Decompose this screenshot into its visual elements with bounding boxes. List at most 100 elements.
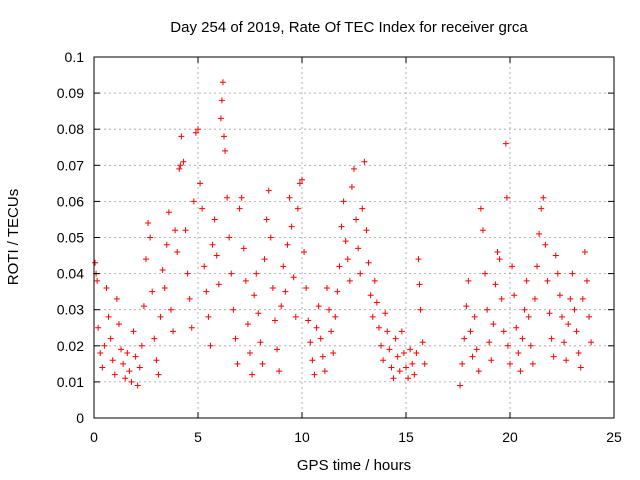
data-point xyxy=(581,248,588,255)
data-point xyxy=(157,313,164,320)
data-point xyxy=(554,270,561,277)
data-point xyxy=(176,165,183,172)
x-tick-label: 5 xyxy=(194,429,202,445)
data-point xyxy=(413,350,420,357)
data-point xyxy=(496,256,503,263)
data-point xyxy=(115,321,122,328)
data-point xyxy=(261,256,268,263)
data-point xyxy=(143,256,149,263)
data-point xyxy=(284,241,291,248)
data-point xyxy=(405,375,412,382)
data-point xyxy=(473,346,480,353)
data-point xyxy=(400,350,407,357)
data-point xyxy=(228,270,235,277)
data-point xyxy=(421,360,428,367)
data-point xyxy=(392,335,399,342)
data-point xyxy=(475,368,482,375)
data-point xyxy=(305,317,312,324)
data-point xyxy=(479,227,486,234)
data-point xyxy=(97,350,104,357)
data-point xyxy=(416,281,423,288)
grid-lines xyxy=(94,57,614,418)
data-points xyxy=(92,79,595,389)
x-tick-label: 25 xyxy=(606,429,622,445)
data-point xyxy=(271,317,278,324)
data-point xyxy=(457,382,464,389)
data-point xyxy=(579,295,586,302)
data-point xyxy=(517,368,524,375)
data-point xyxy=(232,335,239,342)
data-point xyxy=(190,198,197,205)
data-point xyxy=(242,277,249,284)
data-point xyxy=(571,306,578,313)
data-point xyxy=(159,266,166,273)
data-point xyxy=(136,364,143,371)
data-point xyxy=(390,375,397,382)
data-point xyxy=(301,248,308,255)
y-tick-label: 0.01 xyxy=(57,374,84,390)
data-point xyxy=(588,339,595,346)
data-point xyxy=(217,115,224,122)
data-point xyxy=(323,285,330,292)
y-tick-label: 0.06 xyxy=(57,193,84,209)
data-point xyxy=(369,313,376,320)
data-point xyxy=(249,371,256,378)
data-point xyxy=(319,353,326,360)
y-tick-label: 0.04 xyxy=(57,266,84,282)
data-point xyxy=(315,303,322,310)
data-point xyxy=(500,328,507,335)
data-point xyxy=(521,306,528,313)
data-point xyxy=(573,328,580,335)
data-point xyxy=(482,270,489,277)
data-point xyxy=(211,216,218,223)
data-point xyxy=(353,216,360,223)
data-point xyxy=(531,295,538,302)
data-point xyxy=(192,129,199,136)
data-point xyxy=(186,295,193,302)
data-point xyxy=(257,339,264,346)
data-point xyxy=(336,263,343,270)
data-point xyxy=(529,360,536,367)
data-point xyxy=(118,346,125,353)
data-point xyxy=(222,147,229,154)
data-point xyxy=(126,368,133,375)
data-point xyxy=(419,339,426,346)
data-point xyxy=(523,277,530,284)
data-point xyxy=(113,295,120,302)
data-point xyxy=(459,360,466,367)
data-point xyxy=(236,205,243,212)
data-point xyxy=(463,303,470,310)
data-point xyxy=(286,194,293,201)
data-point xyxy=(94,277,101,284)
data-point xyxy=(328,328,335,335)
x-tick-label: 10 xyxy=(294,429,310,445)
data-point xyxy=(344,256,351,263)
data-point xyxy=(363,227,370,234)
data-point xyxy=(296,180,303,187)
data-point xyxy=(92,259,99,266)
data-point xyxy=(407,346,414,353)
data-point xyxy=(586,313,593,320)
data-point xyxy=(132,353,139,360)
data-point xyxy=(213,252,220,259)
data-point xyxy=(583,277,590,284)
data-point xyxy=(101,342,108,349)
y-tick-label: 0.09 xyxy=(57,85,84,101)
data-point xyxy=(307,339,314,346)
x-axis-ticks: 0 5 10 15 20 25 xyxy=(90,57,622,445)
data-point xyxy=(567,295,574,302)
data-point xyxy=(140,303,147,310)
data-point xyxy=(556,292,563,299)
data-point xyxy=(525,313,532,320)
data-point xyxy=(311,371,318,378)
data-point xyxy=(107,335,114,342)
data-point xyxy=(484,306,491,313)
data-point xyxy=(265,187,272,194)
data-point xyxy=(538,205,545,212)
data-point xyxy=(548,335,555,342)
data-point xyxy=(498,295,505,302)
data-point xyxy=(274,346,281,353)
data-point xyxy=(490,321,497,328)
data-point xyxy=(375,324,382,331)
data-point xyxy=(155,371,162,378)
